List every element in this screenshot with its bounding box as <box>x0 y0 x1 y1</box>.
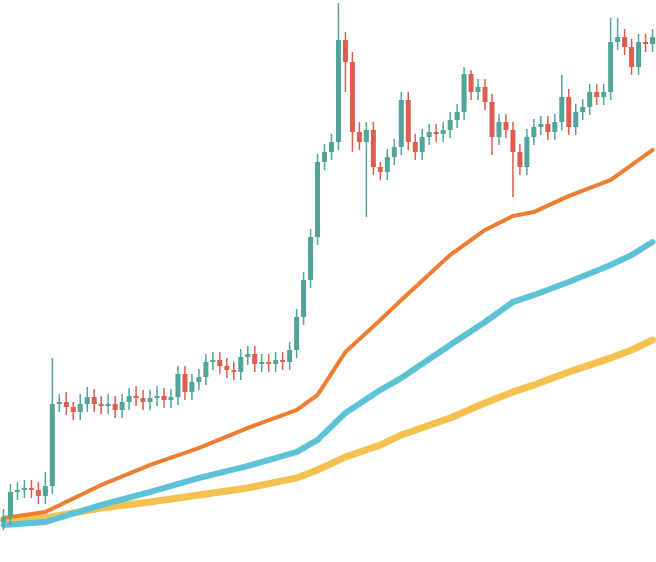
candle-body <box>608 42 614 92</box>
candle-body <box>328 142 334 152</box>
candle-body <box>84 397 90 404</box>
candle-body <box>273 360 279 364</box>
candle-body <box>489 102 495 137</box>
candle-body <box>119 402 125 410</box>
candle-body <box>643 42 649 44</box>
candle-body <box>161 396 167 400</box>
candle-body <box>370 130 376 167</box>
candle-body <box>133 396 139 398</box>
candle-body <box>629 47 635 67</box>
candle-body <box>482 87 488 102</box>
candle-body <box>301 280 307 317</box>
candle-body <box>189 382 195 392</box>
candle-body <box>461 74 467 112</box>
candle-body <box>280 360 286 362</box>
candle-body <box>238 357 244 372</box>
candle-body <box>7 492 13 517</box>
candle-body <box>440 130 446 134</box>
candle-body <box>0 517 6 522</box>
candle-body <box>49 404 55 486</box>
candle-body <box>266 362 272 364</box>
candle-body <box>517 152 523 167</box>
candle-body <box>147 398 153 402</box>
candle-body <box>287 350 293 362</box>
candle-body <box>112 404 118 410</box>
candle-body <box>398 100 404 147</box>
candle-body <box>224 366 230 370</box>
candle-body <box>510 130 516 152</box>
candle-body <box>175 374 181 397</box>
candle-body <box>419 137 425 152</box>
candle-body <box>42 486 48 496</box>
candle-body <box>566 97 572 127</box>
candle-body <box>56 402 62 404</box>
candle-body <box>63 402 69 407</box>
candle-body <box>70 407 76 412</box>
candle-body <box>126 396 132 402</box>
candle-body <box>636 42 642 67</box>
candle-body <box>335 40 341 142</box>
candle-body <box>14 490 20 492</box>
candle-body <box>405 100 411 142</box>
candle-body <box>622 37 628 47</box>
candle-body <box>503 122 509 130</box>
candle-body <box>433 132 439 134</box>
candle-body <box>447 120 453 130</box>
candle-body <box>308 237 314 280</box>
candle-body <box>203 362 209 377</box>
candle-body <box>140 398 146 402</box>
candle-body <box>105 404 111 406</box>
candle-body <box>454 112 460 120</box>
candle-body <box>182 374 188 392</box>
candle-body <box>21 488 27 490</box>
candle-body <box>650 37 656 44</box>
candle-body <box>356 132 362 142</box>
candle-body <box>524 137 530 167</box>
moving-average-line <box>0 239 656 528</box>
candle-body <box>245 354 251 357</box>
candle-body <box>217 360 223 366</box>
candle-body <box>601 92 607 97</box>
candle-body <box>168 397 174 400</box>
candle-body <box>545 124 551 132</box>
candle-body <box>231 370 237 372</box>
candle-body <box>259 362 265 364</box>
candle-body <box>294 317 300 350</box>
candle-body <box>531 127 537 137</box>
candle-body <box>426 132 432 137</box>
candle-body <box>252 354 258 364</box>
candle-body <box>363 130 369 142</box>
moving-average-line <box>0 336 656 524</box>
candle-body <box>322 152 328 162</box>
candle-body <box>594 92 600 97</box>
candle-body <box>28 488 34 490</box>
candle-body <box>475 87 481 92</box>
candle-body <box>496 122 502 137</box>
candle-body <box>552 122 558 132</box>
candle-body <box>35 490 41 496</box>
candle-body <box>538 124 544 127</box>
moving-average-line <box>1 148 655 520</box>
candle-body <box>580 107 586 112</box>
candle-body <box>587 92 593 107</box>
candle-body <box>315 162 321 237</box>
candle-body <box>77 404 83 412</box>
candle-body <box>210 360 216 362</box>
candle-body <box>468 74 474 92</box>
candle-body <box>98 404 104 406</box>
candle-body <box>384 157 390 172</box>
candle-body <box>154 396 160 398</box>
candle-body <box>91 397 97 404</box>
candle-body <box>412 142 418 152</box>
candle-body <box>342 40 348 62</box>
candle-body <box>559 97 565 122</box>
candle-body <box>349 62 355 132</box>
candle-body <box>391 147 397 157</box>
candle-body <box>196 377 202 382</box>
candle-body <box>377 167 383 172</box>
candle-body <box>615 37 621 42</box>
candle-body <box>573 112 579 127</box>
